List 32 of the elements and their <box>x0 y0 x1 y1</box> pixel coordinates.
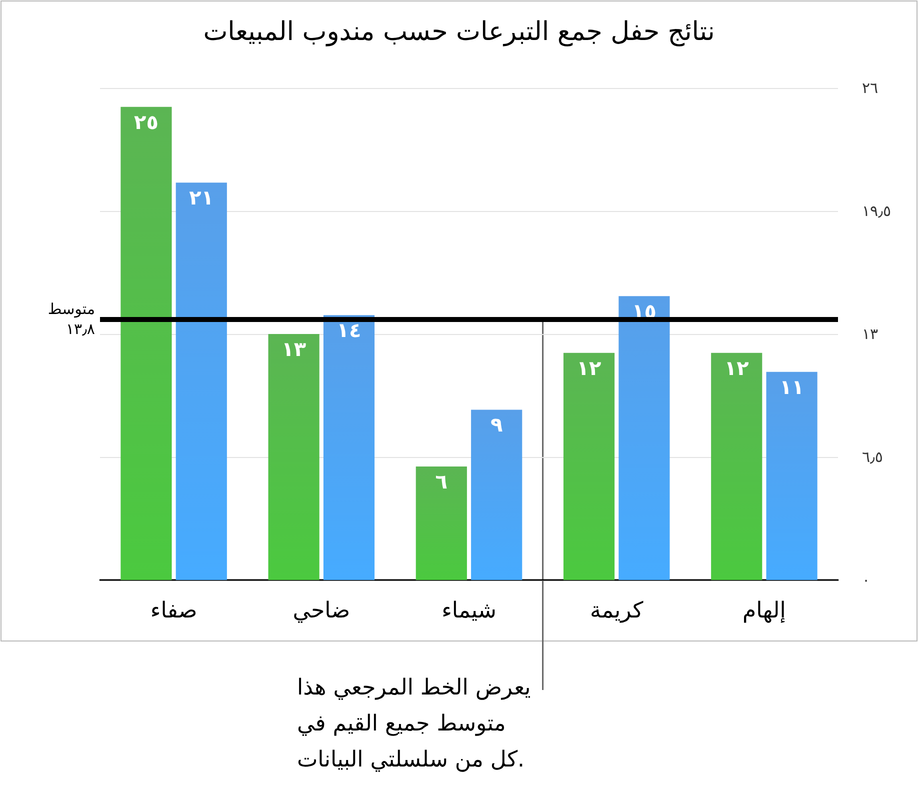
bar <box>563 352 615 580</box>
bar <box>176 182 227 580</box>
bar <box>711 352 762 580</box>
y-tick-label: ٠ <box>862 571 870 589</box>
bar <box>471 410 522 580</box>
x-tick-label: صفاء <box>150 598 198 624</box>
bar <box>268 334 320 580</box>
bar <box>766 372 818 580</box>
y-tick-label: ١٩٫٥ <box>862 202 892 220</box>
data-label: ١٣ <box>282 337 306 361</box>
bar <box>416 466 467 580</box>
data-label: ٦ <box>435 469 448 494</box>
text: يعرض الخط المرجعي هذا متوسط جميع القيم في كل من سلسلتي البيانات. <box>296 676 531 772</box>
data-label: ٩ <box>490 412 503 437</box>
bar <box>618 296 670 580</box>
ref-line-label: متوسط ١٣٫٨ <box>48 300 95 338</box>
bar <box>323 315 375 580</box>
x-tick-label: ضاحي <box>292 598 350 624</box>
x-tick-label: إلهام <box>742 598 786 624</box>
y-tick-label: ١٣ <box>862 325 878 343</box>
x-tick-label: كريمة <box>590 598 644 624</box>
data-label: ١٤ <box>336 318 362 342</box>
bar <box>120 106 172 580</box>
y-tick-label: ٢٦ <box>862 79 878 97</box>
data-label: ١٢ <box>576 356 602 380</box>
data-label: ٢٥ <box>134 110 158 134</box>
chart-title: نتائج حفل جمع التبرعات حسب مندوب المبيعات <box>203 17 715 47</box>
y-tick-label: ٦٫٥ <box>862 448 883 466</box>
data-label: ٢١ <box>189 186 214 210</box>
data-label: ١٢ <box>724 356 749 380</box>
data-label: ١١ <box>780 374 804 399</box>
x-tick-label: شيماء <box>442 598 496 624</box>
